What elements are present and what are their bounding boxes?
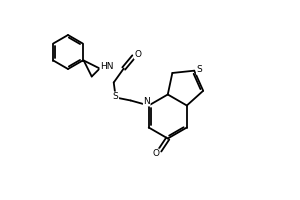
- Text: O: O: [134, 50, 141, 59]
- Text: HN: HN: [100, 62, 113, 71]
- Text: O: O: [152, 149, 159, 158]
- Text: N: N: [143, 97, 150, 106]
- Text: S: S: [196, 65, 202, 74]
- Text: S: S: [113, 92, 118, 101]
